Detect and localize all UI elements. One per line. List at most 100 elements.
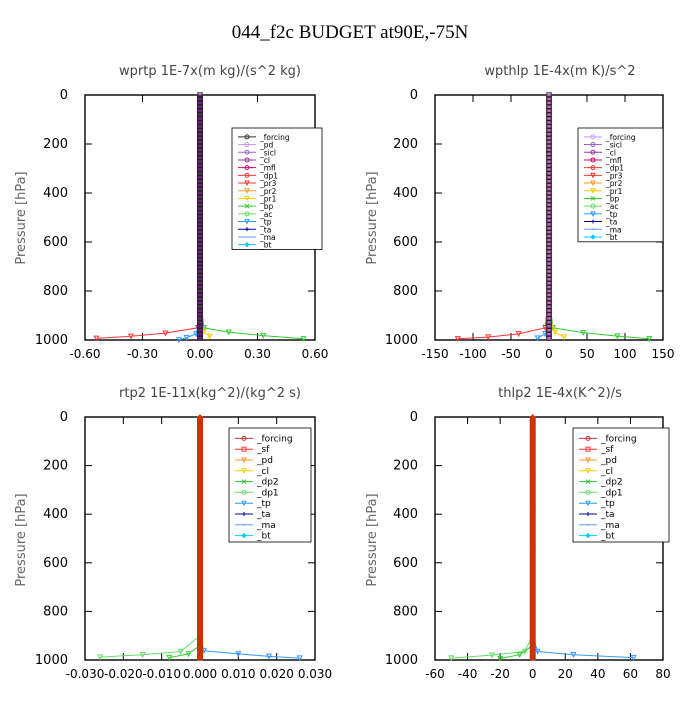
legend-label: _sicl xyxy=(259,148,276,157)
chart-title: wpthlp 1E-4x(m K)/s^2 xyxy=(484,64,635,79)
legend-marker xyxy=(586,512,590,516)
legend-marker xyxy=(241,489,247,495)
legend-marker xyxy=(244,188,250,194)
legend-label: _ac xyxy=(605,202,618,211)
legend-marker xyxy=(245,227,249,232)
series-point xyxy=(630,654,637,661)
y-tick-label: 600 xyxy=(43,556,68,571)
legend-label: _dp1 xyxy=(605,164,624,173)
series-point xyxy=(552,329,559,336)
legend-label: _pr2 xyxy=(605,179,623,188)
series-point xyxy=(534,648,541,655)
series-point xyxy=(183,334,190,341)
legend-label: _sicl xyxy=(605,141,622,150)
y-tick-label: 200 xyxy=(393,137,418,152)
legend-label: _dp1 xyxy=(600,488,623,498)
series-line xyxy=(96,95,201,339)
chart-title: wprtp 1E-7x(m kg)/(s^2 kg) xyxy=(119,64,301,79)
y-tick-label: 0 xyxy=(410,410,418,425)
legend-label: _pr2 xyxy=(259,187,277,196)
legend-label: _ta xyxy=(259,225,271,234)
y-axis-label: Pressure [hPa] xyxy=(365,171,380,264)
y-axis-label: Pressure [hPa] xyxy=(14,171,29,264)
legend-label: _bp xyxy=(259,202,274,211)
legend-marker xyxy=(244,180,250,187)
legend-label: _pd xyxy=(259,141,274,150)
series-point xyxy=(177,648,184,655)
figure-title: 044_f2c BUDGET at90E,-75N xyxy=(231,22,469,43)
legend-marker xyxy=(244,211,250,217)
legend-label: _bt xyxy=(600,532,615,542)
series-point xyxy=(139,651,146,658)
legend-label: _ta xyxy=(605,218,617,227)
y-axis-label: Pressure [hPa] xyxy=(14,493,29,586)
legend-label: _ac xyxy=(259,210,272,219)
legend-marker xyxy=(244,165,250,171)
x-tick-label: -0.030 xyxy=(66,667,105,681)
x-tick-label: 0.60 xyxy=(302,347,329,361)
y-tick-label: 600 xyxy=(43,235,68,250)
series-point xyxy=(488,652,496,659)
x-tick-label: -20 xyxy=(490,667,510,681)
series-line xyxy=(199,635,300,659)
series-point xyxy=(485,334,492,341)
chart-panel-3: rtp2 1E-11x(kg^2)/(kg^2 s) Pressure [hPa]… xyxy=(14,386,332,681)
series-point xyxy=(206,333,213,340)
legend-label: _ta xyxy=(600,510,615,520)
y-tick-label: 600 xyxy=(393,556,418,571)
y-tick-label: 0 xyxy=(60,410,68,425)
series-point xyxy=(97,654,104,661)
y-tick-label: 1000 xyxy=(385,333,418,348)
y-tick-label: 400 xyxy=(43,186,68,201)
y-tick-label: 400 xyxy=(43,507,68,522)
x-tick-label: 0.030 xyxy=(298,667,332,681)
legend-label: _sf xyxy=(256,445,270,455)
legend-label: _forcing xyxy=(600,434,637,444)
legend-label: _bp xyxy=(605,194,620,203)
x-tick-label: -0.020 xyxy=(104,667,143,681)
legend-marker xyxy=(590,180,596,187)
series-point xyxy=(260,332,267,339)
y-tick-label: 400 xyxy=(393,186,418,201)
series-point xyxy=(614,333,621,340)
legend-label: _cl xyxy=(600,467,613,477)
series-line xyxy=(169,644,201,659)
legend-marker xyxy=(590,211,596,217)
series-point xyxy=(448,655,455,662)
y-tick-label: 1000 xyxy=(35,333,68,348)
chart-panel-4: thlp2 1E-4x(K^2)/s Pressure [hPa] -60 -40 -2… xyxy=(365,386,671,681)
legend-label: _ma xyxy=(605,225,622,234)
legend-marker xyxy=(590,157,596,163)
x-tick-label: -40 xyxy=(458,667,478,681)
y-tick-label: 0 xyxy=(410,88,418,103)
legend-marker xyxy=(244,172,250,178)
y-tick-label: 200 xyxy=(43,459,68,474)
legend-marker xyxy=(590,188,596,194)
x-tick-label: -150 xyxy=(421,347,448,361)
x-tick-label: -50 xyxy=(501,347,521,361)
legend-marker xyxy=(585,500,591,507)
series-point xyxy=(162,330,169,337)
legend-label: _mfl xyxy=(605,156,622,165)
y-tick-label: 800 xyxy=(43,604,68,619)
legend-marker xyxy=(585,446,591,452)
legend-label: _forcing xyxy=(259,133,290,142)
y-tick-label: 200 xyxy=(393,459,418,474)
legend-label: _ta xyxy=(256,510,271,520)
legend-marker xyxy=(590,142,596,148)
y-tick-label: 800 xyxy=(393,604,418,619)
x-tick-label: 40 xyxy=(590,667,605,681)
x-tick-label: 20 xyxy=(558,667,573,681)
x-tick-label: 60 xyxy=(623,667,638,681)
series-line xyxy=(457,95,550,340)
series-point xyxy=(454,336,461,343)
x-tick-label: -60 xyxy=(425,667,445,681)
legend-marker xyxy=(585,435,591,441)
y-tick-label: 800 xyxy=(393,284,418,299)
legend-marker xyxy=(244,157,250,163)
series-line xyxy=(451,417,534,659)
series-line xyxy=(500,644,533,659)
legend-label: _dp1 xyxy=(259,171,278,180)
legend-marker xyxy=(241,468,247,474)
